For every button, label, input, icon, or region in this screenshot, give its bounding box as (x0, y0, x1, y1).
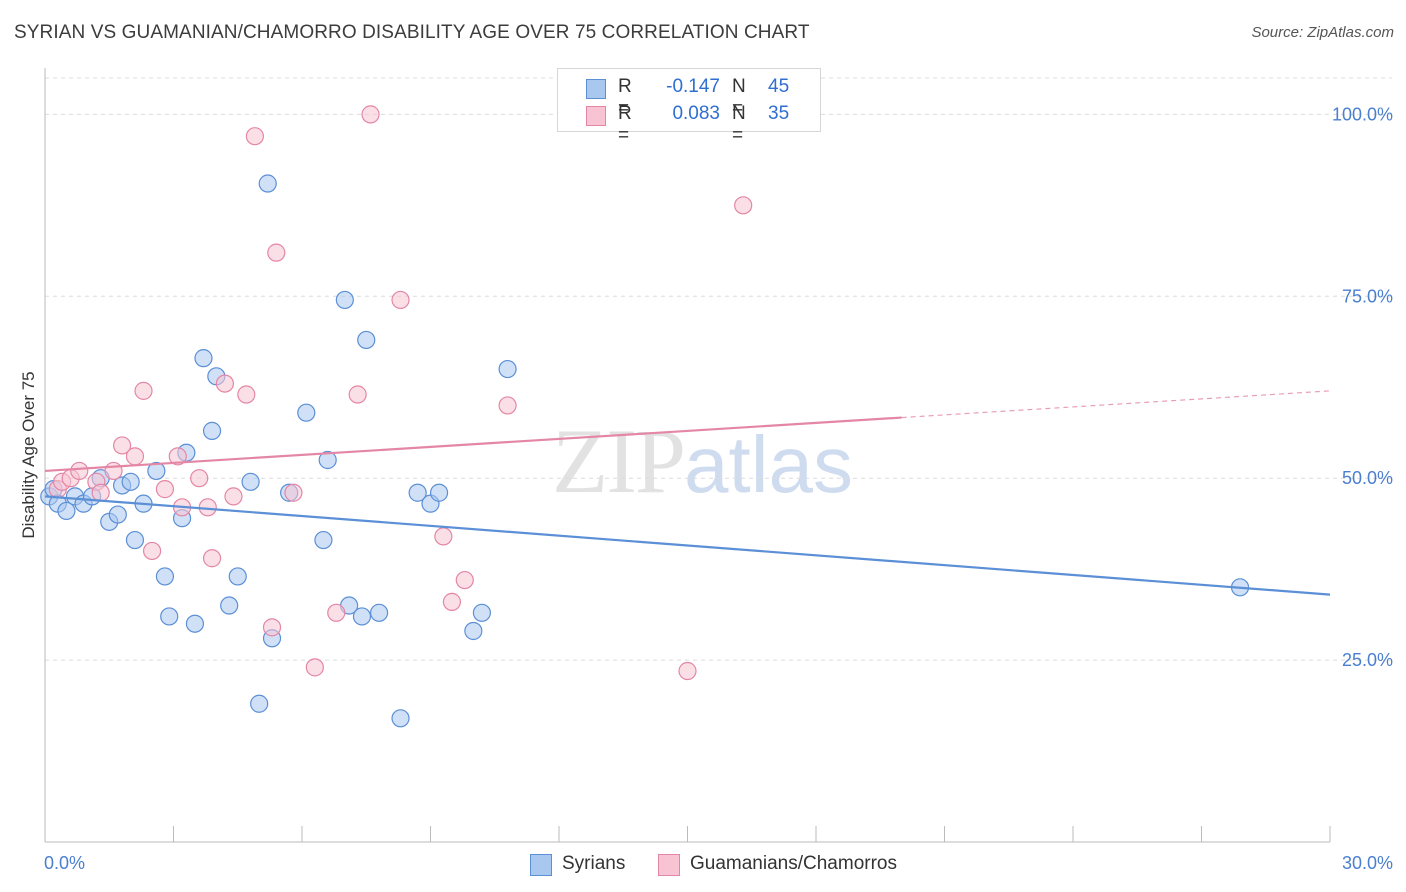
correlation-legend: R = -0.147 N = 45 R = 0.083 N = 35 (557, 68, 821, 146)
syrians-point (108, 505, 127, 524)
syrians-point (429, 483, 449, 502)
watermark-atlas: atlas (684, 420, 853, 509)
guamanians-point (70, 461, 89, 481)
guamanians-point (134, 381, 153, 400)
guamanians-point (237, 385, 256, 404)
syrians-point (472, 603, 491, 622)
y-tick-label: 75.0% (1342, 286, 1393, 306)
guamanians-point (442, 592, 462, 611)
guamanians-point (215, 374, 234, 393)
syrians-point (357, 330, 376, 350)
series-swatch-guamanians (658, 854, 680, 876)
y-axis-label: Disability Age Over 75 (19, 371, 38, 538)
legend-swatch-guamanians (586, 106, 606, 126)
guamanians-trend-line (44, 416, 902, 473)
series-swatch-syrians (530, 854, 552, 876)
guamanians-point (142, 541, 162, 561)
syrians-point (160, 607, 179, 626)
syrians-point (250, 694, 269, 713)
syrians-point (228, 567, 247, 586)
series-legend: Syrians Guamanians/Chamorros (0, 852, 1406, 878)
guamanians-point (112, 436, 132, 455)
guamanians-point (734, 196, 753, 215)
chart-source: Source: ZipAtlas.com (1251, 24, 1394, 41)
guamanians-point (391, 290, 410, 310)
legend-n-label: N = (732, 103, 746, 146)
syrians-point (408, 483, 427, 502)
syrians-point (370, 603, 389, 622)
series-label-guamanians: Guamanians/Chamorros (690, 853, 897, 874)
legend-n-label: N = (732, 76, 746, 119)
syrians-point (318, 450, 337, 470)
legend-r-value: -0.147 (666, 76, 720, 97)
guamanians-point (361, 105, 380, 124)
y-tick-label: 50.0% (1342, 468, 1393, 488)
guamanians-point (202, 549, 222, 568)
legend-r-label: R = (618, 76, 632, 119)
chart-title: SYRIAN VS GUAMANIAN/CHAMORRO DISABILITY … (14, 22, 810, 43)
syrians-trend-line (44, 495, 1331, 596)
syrians-point (202, 421, 222, 440)
legend-n-value: 45 (768, 76, 790, 97)
syrians-point (185, 614, 205, 633)
guamanians-point (434, 527, 453, 546)
watermark: ZIPatlas (552, 408, 853, 514)
syrians-point (391, 709, 410, 728)
syrians-point (241, 472, 260, 491)
syrians-point (464, 621, 483, 641)
guamanians-point (125, 447, 145, 466)
guamanians-point (305, 658, 324, 677)
guamanians-point (348, 385, 367, 404)
syrians-point (498, 359, 517, 379)
guamanians-point (224, 487, 243, 506)
guamanians-point (245, 127, 264, 146)
y-tick-label: 100.0% (1332, 104, 1393, 124)
syrians-point (314, 530, 333, 550)
watermark-zip: ZIP (552, 410, 686, 512)
syrians-point (258, 174, 277, 193)
syrians-point (335, 290, 354, 310)
guamanians-point (190, 469, 209, 488)
legend-n-value: 35 (768, 103, 790, 124)
guamanians-point (678, 661, 697, 681)
legend-swatch-syrians (586, 79, 606, 99)
syrians-point (125, 530, 145, 550)
guamanians-point (262, 618, 282, 637)
series-label-syrians: Syrians (562, 853, 626, 874)
syrians-point (194, 349, 213, 368)
guamanians-point (267, 243, 286, 262)
syrians-point (220, 596, 239, 615)
guamanians-trend-line-extension (901, 390, 1331, 419)
guamanians-point (455, 570, 474, 590)
syrians-point (147, 461, 166, 481)
guamanians-point (104, 461, 123, 481)
guamanians-point (91, 483, 110, 502)
syrians-point (352, 607, 372, 626)
guamanians-point (284, 483, 303, 502)
guamanians-point (155, 480, 175, 499)
syrians-point (297, 403, 316, 422)
syrians-point (155, 567, 175, 586)
guamanians-point (168, 447, 187, 466)
syrians-point (121, 472, 140, 491)
y-tick-label: 25.0% (1342, 650, 1393, 670)
legend-r-value: 0.083 (672, 103, 720, 124)
guamanians-point (327, 603, 346, 622)
x-tick-label: 0.0% (44, 853, 85, 873)
legend-r-label: R = (618, 103, 632, 146)
x-tick-label: 30.0% (1342, 853, 1393, 873)
guamanians-point (498, 396, 517, 415)
syrians-point (57, 501, 76, 521)
